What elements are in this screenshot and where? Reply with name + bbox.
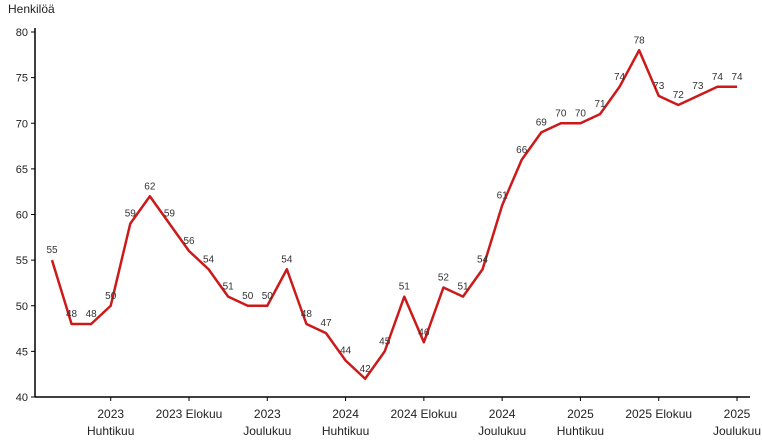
y-tick-label: 40 — [16, 392, 28, 404]
y-tick-label: 65 — [16, 164, 28, 176]
data-label: 42 — [360, 364, 372, 375]
data-label: 48 — [86, 309, 98, 320]
data-label: 59 — [125, 209, 137, 220]
data-label: 50 — [242, 291, 254, 302]
data-label: 59 — [164, 209, 176, 220]
line — [50, 49, 737, 380]
data-label: 51 — [223, 282, 235, 293]
data-label: 54 — [281, 254, 293, 265]
data-label: 74 — [614, 72, 626, 83]
data-label: 72 — [673, 90, 685, 101]
data-label: 70 — [555, 108, 567, 119]
data-label: 74 — [731, 72, 743, 83]
data-label: 61 — [497, 190, 509, 201]
x-tick-label: 2024 Huhtikuu — [321, 407, 370, 438]
x-tick-label: 2023 Joulukuu — [243, 407, 292, 438]
x-tick-label: 2023 Elokuu — [155, 407, 223, 421]
data-label: 73 — [653, 81, 665, 92]
x-tick-label: 2024 Elokuu — [390, 407, 458, 421]
x-tick-label: 2023 Huhtikuu — [87, 407, 135, 438]
data-label: 69 — [536, 117, 548, 128]
data-label: 66 — [516, 145, 528, 156]
data-label: 50 — [105, 291, 117, 302]
data-label: 51 — [399, 282, 411, 293]
x-tick-label: 2024 Joulukuu — [478, 407, 527, 438]
data-label: 46 — [418, 327, 430, 338]
data-label: 74 — [712, 72, 724, 83]
y-tick-label: 80 — [16, 27, 28, 39]
data-label: 56 — [183, 236, 195, 247]
data-label: 44 — [340, 346, 352, 357]
data-label: 73 — [692, 81, 704, 92]
data-label: 45 — [379, 336, 391, 347]
y-tick-label: 55 — [16, 255, 28, 267]
data-label: 71 — [594, 99, 606, 110]
data-label: 54 — [477, 254, 489, 265]
data-label: 70 — [575, 108, 587, 119]
y-tick-label: 50 — [16, 301, 28, 313]
y-tick-label: 60 — [16, 210, 28, 222]
data-label: 62 — [144, 181, 156, 192]
y-axis-label: Henkilöä — [8, 2, 55, 16]
data-label: 54 — [203, 254, 215, 265]
data-label: 47 — [320, 318, 332, 329]
data-label: 52 — [438, 273, 450, 284]
data-label: 50 — [262, 291, 274, 302]
data-label: 48 — [66, 309, 78, 320]
y-tick-label: 75 — [16, 73, 28, 85]
y-tick-label: 45 — [16, 346, 28, 358]
data-label: 48 — [301, 309, 313, 320]
x-tick-label: 2025 Joulukuu — [712, 407, 762, 438]
y-tick-label: 70 — [16, 118, 28, 130]
data-label: 51 — [457, 282, 469, 293]
x-tick-label: 2025 Elokuu — [625, 407, 693, 421]
data-label: 78 — [634, 35, 646, 46]
data-label: 55 — [46, 245, 58, 256]
x-tick-label: 2025 Huhtikuu — [556, 407, 605, 438]
